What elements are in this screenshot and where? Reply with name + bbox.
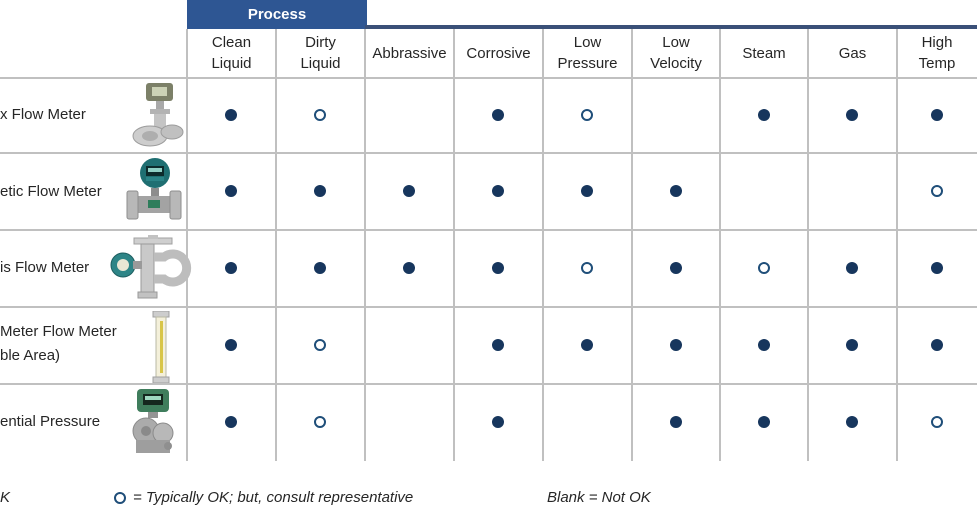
grid-line-h: [0, 152, 977, 154]
open-consult-circle: [758, 262, 770, 274]
column-header-line: Steam: [742, 44, 786, 62]
grid-line-v: [364, 29, 366, 461]
filled-ok-dot: [758, 416, 770, 428]
legend-blank-text: Blank = Not OK: [547, 489, 651, 506]
row-label-rotameter-flow-meter-line2: ble Area): [0, 347, 61, 364]
filled-ok-dot: [931, 109, 943, 121]
column-header-low-velocity: Low Velocity: [632, 29, 720, 77]
open-consult-circle: [581, 262, 593, 274]
filled-ok-dot: [670, 339, 682, 351]
row-label-vortex-flow-meter: x Flow Meter: [0, 106, 86, 123]
filled-ok-dot: [758, 339, 770, 351]
grid-line-v: [807, 29, 809, 461]
grid-line-v: [275, 29, 277, 461]
column-header-line: Liquid: [300, 55, 341, 72]
row-label-differential-pressure: ential Pressure: [0, 413, 101, 430]
filled-ok-dot: [225, 185, 237, 197]
filled-ok-dot: [581, 339, 593, 351]
filled-ok-dot: [758, 109, 770, 121]
legend-typically-ok-text: = Typically OK; but, consult representat…: [133, 489, 414, 506]
filled-ok-dot: [492, 262, 504, 274]
column-header-line: Clean: [211, 34, 252, 51]
column-header-line: Temp: [918, 55, 956, 72]
grid-line-h: [0, 306, 977, 308]
filled-ok-dot: [314, 262, 326, 274]
filled-ok-dot: [225, 109, 237, 121]
filled-ok-dot: [225, 339, 237, 351]
grid-line-v: [186, 29, 188, 461]
column-header-line: Liquid: [211, 55, 252, 72]
open-consult-circle: [314, 339, 326, 351]
open-consult-circle: [931, 416, 943, 428]
column-header-line: Gas: [838, 44, 867, 62]
filled-ok-dot: [931, 262, 943, 274]
grid-line-v: [896, 29, 898, 461]
column-header-line: Pressure: [557, 55, 618, 72]
open-consult-circle: [314, 416, 326, 428]
column-header-high-temp: High Temp: [897, 29, 977, 77]
filled-ok-dot: [581, 185, 593, 197]
filled-ok-dot: [492, 185, 504, 197]
grid-line-v: [719, 29, 721, 461]
header-top-rule: [365, 25, 977, 29]
column-header-line: Corrosive: [466, 44, 531, 62]
column-header-clean-liquid: Clean Liquid: [187, 29, 276, 77]
dp-transmitter-image: [132, 389, 174, 453]
column-header-steam: Steam: [720, 29, 808, 77]
vortex-flow-meter-image: [132, 83, 184, 147]
magnetic-flow-meter-image: [126, 158, 182, 220]
column-header-abbrassive: Abbrassive: [365, 29, 454, 77]
filled-ok-dot: [492, 339, 504, 351]
open-consult-circle: [581, 109, 593, 121]
column-header-line: Dirty: [305, 34, 336, 51]
filled-ok-dot: [846, 416, 858, 428]
grid-line-v: [542, 29, 544, 461]
filled-ok-dot: [846, 339, 858, 351]
grid-line-v: [453, 29, 455, 461]
filled-ok-dot: [225, 416, 237, 428]
filled-ok-dot: [225, 262, 237, 274]
column-header-line: Low: [662, 34, 690, 51]
filled-ok-dot: [670, 416, 682, 428]
column-header-gas: Gas: [808, 29, 897, 77]
grid-line-h: [0, 77, 977, 79]
filled-ok-dot: [846, 109, 858, 121]
legend-open-circle-icon: [114, 492, 126, 504]
row-label-coriolis-flow-meter: is Flow Meter: [0, 259, 90, 276]
grid-line-h: [0, 383, 977, 385]
column-header-low-pressure: Low Pressure: [543, 29, 632, 77]
column-header-dirty-liquid: Dirty Liquid: [276, 29, 365, 77]
grid-line-v: [631, 29, 633, 461]
open-consult-circle: [931, 185, 943, 197]
column-header-corrosive: Corrosive: [454, 29, 543, 77]
coriolis-flow-meter-image: [110, 235, 192, 299]
column-header-line: Abbrassive: [372, 44, 447, 62]
open-consult-circle: [314, 109, 326, 121]
filled-ok-dot: [846, 262, 858, 274]
filled-ok-dot: [403, 185, 415, 197]
rotameter-image: [152, 311, 170, 383]
filled-ok-dot: [670, 262, 682, 274]
filled-ok-dot: [492, 109, 504, 121]
grid-line-h: [0, 229, 977, 231]
legend-ok-cut-text: K: [0, 489, 11, 506]
filled-ok-dot: [314, 185, 326, 197]
filled-ok-dot: [492, 416, 504, 428]
filled-ok-dot: [931, 339, 943, 351]
row-label-magnetic-flow-meter: etic Flow Meter: [0, 183, 102, 200]
filled-ok-dot: [670, 185, 682, 197]
filled-ok-dot: [403, 262, 415, 274]
column-header-line: High: [921, 34, 953, 51]
row-label-rotameter-flow-meter-line1: Meter Flow Meter: [0, 323, 117, 340]
column-header-line: Low: [573, 34, 602, 51]
process-group-header: Process: [187, 0, 367, 29]
column-header-line: Velocity: [650, 55, 702, 72]
